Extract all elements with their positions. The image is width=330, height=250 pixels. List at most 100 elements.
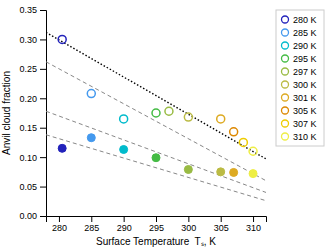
dotted-line	[46, 32, 266, 159]
legend-item: 300 K	[282, 80, 317, 90]
open-point	[249, 147, 257, 155]
legend-symbol	[282, 55, 289, 62]
marks	[46, 32, 266, 200]
y-tick-label: 0.35	[19, 5, 37, 15]
x-tick-label: 280	[52, 223, 67, 233]
open-point	[239, 138, 247, 146]
x-axis: 280 285 290 295 300 305 310	[47, 216, 267, 233]
legend-symbol	[282, 68, 289, 75]
y-tick-mark	[40, 39, 46, 40]
y-tick-mark	[40, 157, 46, 158]
x-tick: 285	[84, 216, 99, 233]
legend-item: 297 K	[282, 67, 317, 77]
x-tick-mark	[221, 216, 222, 222]
open-point	[87, 90, 95, 98]
x-tick-label: 285	[84, 223, 99, 233]
filled-point	[217, 168, 225, 176]
x-tick-label: 300	[181, 223, 196, 233]
x-tick-label: 295	[149, 223, 164, 233]
open-point	[165, 107, 173, 115]
y-axis: 0.000.050.100.150.200.250.300.35	[19, 5, 46, 221]
legend-symbol	[282, 133, 289, 140]
x-tick-mark	[91, 216, 92, 222]
legend-item: 305 K	[282, 106, 317, 116]
y-tick-label: 0.10	[19, 153, 37, 163]
legend-label: 305 K	[293, 106, 317, 116]
x-tick-mark	[188, 216, 189, 222]
chart-svg: 280 285 290 295 300 305 310 0.00 0.05 0.10 0.15 0.2…	[0, 0, 330, 250]
open-point	[58, 35, 66, 43]
legend-label: 300 K	[293, 80, 317, 90]
x-tick-mark	[59, 216, 60, 222]
y-tick-label: 0.25	[19, 64, 37, 74]
legend-item: 301 K	[282, 93, 317, 103]
y-tick-mark	[40, 216, 46, 217]
x-tick-label: 290	[117, 223, 132, 233]
legend-label: 297 K	[293, 67, 317, 77]
y-tick-label: 0.00	[19, 211, 37, 221]
open-point	[230, 128, 238, 136]
legend-symbol	[282, 94, 289, 101]
x-axis-line	[47, 217, 267, 223]
legend-item: 280 K	[282, 15, 317, 25]
legend-item: 285 K	[282, 28, 317, 38]
open-point	[217, 115, 225, 123]
y-tick-mark	[40, 98, 46, 99]
legend-label: 290 K	[293, 41, 317, 51]
dashed-line	[46, 135, 266, 201]
legend-symbol	[282, 42, 289, 49]
legend-symbol	[282, 16, 289, 23]
filled-point	[58, 144, 66, 152]
y-tick-mark	[40, 128, 46, 129]
y-axis-line	[40, 11, 47, 217]
x-tick: 310	[246, 216, 261, 233]
legend-item: 290 K	[282, 41, 317, 51]
legend-label: 295 K	[293, 54, 317, 64]
open-point	[184, 113, 192, 121]
legend-item: 307 K	[282, 119, 317, 129]
y-tick: 0.10	[19, 153, 46, 163]
y-tick-label: 0.30	[19, 35, 37, 45]
legend-item: 310 K	[282, 132, 317, 142]
legend-label: 310 K	[293, 132, 317, 142]
x-tick: 305	[214, 216, 229, 233]
legend-symbol	[282, 107, 289, 114]
legend-label: 301 K	[293, 93, 317, 103]
x-tick-label: 310	[246, 223, 261, 233]
x-tick-label: 305	[214, 223, 229, 233]
y-tick-mark	[40, 10, 46, 11]
chart-container: 280 285 290 295 300 305 310 0.00 0.05 0.10 0.15 0.2…	[0, 0, 330, 250]
legend-label: 307 K	[293, 119, 317, 129]
y-tick-mark	[40, 187, 46, 188]
y-tick: 0.00	[19, 211, 46, 221]
legend: 280 K 285 K 290 K 295 K 297 K 300 K 301 K 305 K…	[276, 10, 324, 146]
filled-point	[87, 134, 95, 142]
y-axis-title: Anvil cloud fraction	[1, 71, 12, 155]
x-tick: 300	[181, 216, 196, 233]
x-tick: 280	[52, 216, 67, 233]
x-tick: 290	[117, 216, 132, 233]
y-tick: 0.25	[19, 64, 46, 74]
legend-symbol	[282, 81, 289, 88]
filled-point	[249, 170, 257, 178]
y-tick-label: 0.05	[19, 182, 37, 192]
y-tick: 0.15	[19, 123, 46, 133]
x-tick-mark	[124, 216, 125, 222]
filled-point	[152, 154, 160, 162]
y-tick-mark	[40, 69, 46, 70]
y-tick-label: 0.15	[19, 123, 37, 133]
dashed-line	[46, 111, 266, 192]
y-tick: 0.05	[19, 182, 46, 192]
x-tick-mark	[253, 216, 254, 222]
plot-area: 280 285 290 295 300 305 310 0.00 0.05 0.10 0.15 0.2…	[1, 5, 267, 247]
x-axis-title: Surface Temperature Tₛ, K	[96, 236, 216, 247]
legend-item: 295 K	[282, 54, 317, 64]
dashed-line	[46, 62, 266, 181]
x-tick: 295	[149, 216, 164, 233]
x-tick-mark	[156, 216, 157, 222]
filled-point	[230, 168, 238, 176]
legend-frame	[276, 10, 324, 146]
open-point	[152, 109, 160, 117]
legend-symbol	[282, 29, 289, 36]
legend-symbol	[282, 120, 289, 127]
